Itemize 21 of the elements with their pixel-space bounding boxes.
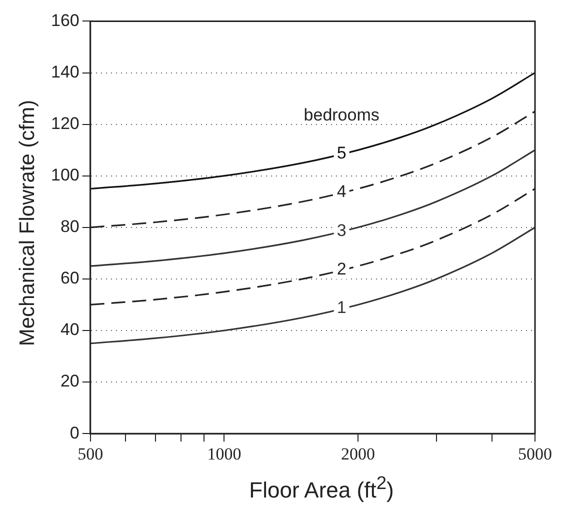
x-tick-label: 1000: [207, 444, 242, 464]
y-tick-label: 160: [50, 10, 80, 30]
y-tick-label: 140: [50, 62, 80, 82]
annotation: bedrooms: [304, 106, 380, 125]
y-tick-label: 20: [60, 372, 80, 391]
series-label: 5: [336, 144, 346, 163]
x-tick-label: 500: [78, 444, 104, 464]
y-tick-label: 120: [50, 114, 80, 133]
x-axis-title: Floor Area (ft$^{2}$): [248, 472, 395, 504]
series-label: 3: [336, 220, 346, 240]
series-label: 4: [336, 182, 346, 202]
y-tick-label: 0: [70, 423, 80, 442]
y-tick-label: 60: [60, 268, 80, 288]
x-tick-label: 5000: [518, 444, 552, 464]
y-tick-label: 100: [50, 166, 80, 185]
y-tick-label: 40: [60, 320, 80, 340]
series-label: 2: [336, 260, 346, 279]
y-tick-label: 80: [60, 217, 80, 236]
y-axis-title: Mechanical Flowrate (cfm): [16, 100, 40, 346]
x-tick-label: 2000: [341, 444, 376, 464]
series-label: 1: [336, 298, 346, 318]
